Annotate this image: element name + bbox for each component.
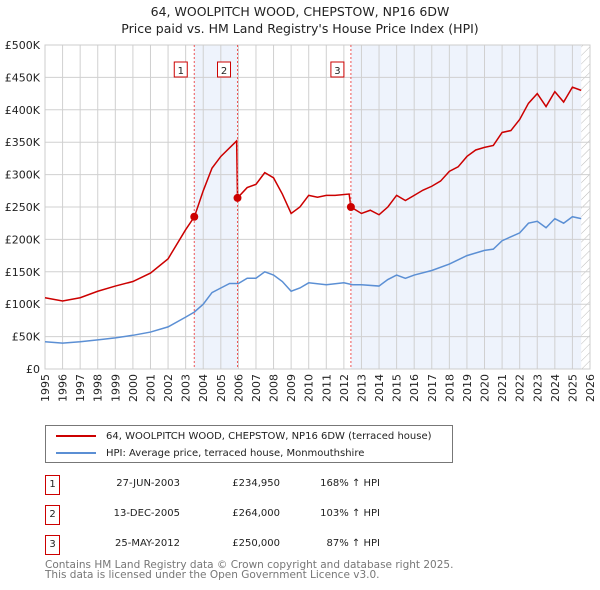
x-tick-label: 1998 — [92, 374, 105, 402]
x-tick-label: 2025 — [566, 374, 579, 402]
chart-title: 64, WOOLPITCH WOOD, CHEPSTOW, NP16 6DW — [150, 4, 450, 19]
x-tick-label: 2004 — [197, 374, 210, 402]
x-tick-label: 2005 — [215, 374, 228, 402]
x-tick-label: 2007 — [250, 374, 263, 402]
y-tick-label: £350K — [5, 136, 41, 149]
legend-label: 64, WOOLPITCH WOOD, CHEPSTOW, NP16 6DW (… — [106, 430, 432, 442]
x-tick-label: 2021 — [496, 374, 509, 402]
sale-marker: 1 — [45, 475, 60, 495]
footer: Contains HM Land Registry data © Crown c… — [45, 559, 454, 581]
x-tick-label: 2026 — [584, 374, 597, 402]
sale-label: 1 — [178, 66, 184, 77]
x-tick-label: 2018 — [443, 374, 456, 402]
y-tick-label: £300K — [5, 169, 41, 182]
y-tick-label: £400K — [5, 104, 41, 117]
legend: 64, WOOLPITCH WOOD, CHEPSTOW, NP16 6DW (… — [45, 425, 453, 463]
x-tick-label: 2000 — [127, 374, 140, 402]
sale-point — [233, 193, 242, 202]
plot-frame — [44, 44, 591, 370]
legend-swatch — [56, 452, 96, 454]
sale-marker: 3 — [45, 535, 60, 555]
sale-hpi: 168% ↑ HPI — [320, 478, 380, 489]
x-tick-label: 2009 — [285, 374, 298, 402]
x-tick-label: 2023 — [531, 374, 544, 402]
sale-marker: 2 — [45, 505, 60, 525]
sale-point — [346, 203, 355, 211]
x-tick-label: 1999 — [109, 374, 122, 402]
x-tick-label: 1997 — [74, 374, 87, 402]
x-tick-label: 2015 — [391, 374, 404, 402]
x-tick-label: 2008 — [268, 374, 281, 402]
x-tick-label: 2024 — [549, 374, 562, 402]
x-tick-label: 2014 — [373, 374, 386, 402]
x-tick-label: 2010 — [303, 374, 316, 402]
sale-price: £250,000 — [232, 538, 280, 549]
chart-svg: 1995 1996 1997 1998 1999 2000 2001 2002 2003 2004… — [5, 39, 597, 402]
sale-point — [190, 212, 199, 221]
sale-date: 27-JUN-2003 — [116, 478, 180, 489]
sale-label-box — [173, 61, 188, 78]
x-tick-label: 2016 — [408, 374, 421, 402]
x-tick-label: 2013 — [355, 374, 368, 402]
x-tick-label: 2002 — [162, 374, 175, 402]
sale-price: £234,950 — [232, 478, 280, 489]
x-tick-label: 2020 — [479, 374, 492, 402]
footer-line: Contains HM Land Registry data © Crown c… — [45, 559, 454, 571]
legend-label: HPI: Average price, terraced house, Monm… — [106, 447, 365, 459]
y-tick-label: £50K — [12, 331, 41, 344]
x-tick-label: 2012 — [338, 374, 351, 402]
x-tick-label: 1996 — [57, 374, 70, 402]
y-tick-label: £150K — [5, 266, 41, 279]
x-tick-label: 2017 — [426, 374, 439, 402]
legend-item-hpi: HPI: Average price, terraced house, Monm… — [56, 446, 364, 460]
sale-label-box — [330, 61, 345, 78]
sale-date: 25-MAY-2012 — [114, 538, 180, 549]
sale-date: 13-DEC-2005 — [113, 508, 180, 519]
sale-label: 2 — [221, 66, 227, 77]
chart-subtitle: Price paid vs. HM Land Registry's House … — [121, 21, 479, 36]
x-tick-label: 2022 — [514, 374, 527, 402]
x-tick-label: 2001 — [144, 374, 157, 402]
sale-label-box — [217, 61, 232, 78]
sale-row: 1 27-JUN-2003 £234,950 168% ↑ HPI — [45, 475, 445, 495]
x-tick-label: 1995 — [39, 374, 52, 402]
legend-item-property: 64, WOOLPITCH WOOD, CHEPSTOW, NP16 6DW (… — [56, 429, 432, 443]
x-tick-label: 2011 — [320, 374, 333, 402]
sale-row: 3 25-MAY-2012 £250,000 87% ↑ HPI — [45, 535, 445, 555]
footer-line: This data is licensed under the Open Gov… — [45, 569, 380, 581]
y-tick-label: £100K — [5, 298, 41, 311]
sale-hpi: 87% ↑ HPI — [326, 538, 380, 549]
x-tick-label: 2006 — [232, 374, 245, 402]
y-tick-label: £500K — [5, 39, 41, 52]
sale-hpi: 103% ↑ HPI — [320, 508, 380, 519]
sale-price: £264,000 — [232, 508, 280, 519]
series-line — [44, 215, 582, 344]
legend-swatch — [56, 435, 96, 437]
y-tick-label: £200K — [5, 233, 41, 246]
x-tick-label: 2003 — [180, 374, 193, 402]
y-tick-label: £250K — [5, 201, 41, 214]
sale-row: 2 13-DEC-2005 £264,000 103% ↑ HPI — [45, 505, 445, 525]
y-tick-label: £450K — [5, 71, 41, 84]
x-tick-label: 2019 — [461, 374, 474, 402]
sale-label: 3 — [334, 66, 340, 77]
y-tick-label: £0 — [26, 363, 40, 376]
